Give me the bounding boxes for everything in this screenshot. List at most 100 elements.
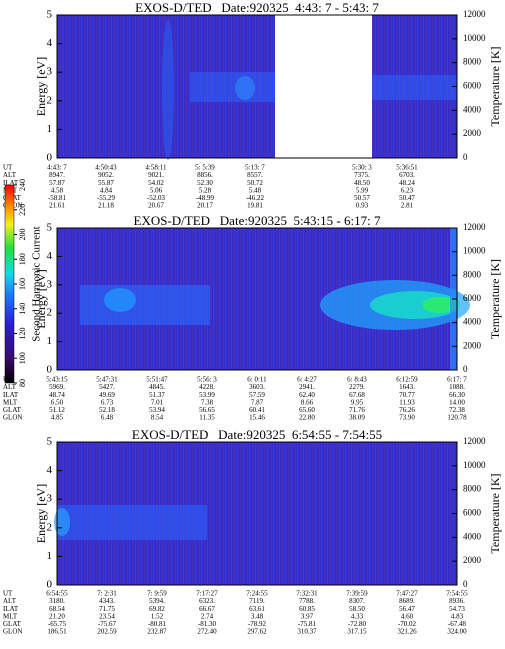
ephemeris-cell: 4.85 bbox=[51, 414, 64, 422]
ephemeris-cell: -75.81 bbox=[298, 620, 317, 628]
ephemeris-cell: 8947. bbox=[49, 171, 65, 179]
ephemeris-cell: -67.48 bbox=[448, 620, 467, 628]
ephemeris-cell: 8.54 bbox=[151, 414, 164, 422]
ephemeris-cell: 5969. bbox=[49, 383, 65, 391]
ephemeris-cell: 8856. bbox=[197, 171, 213, 179]
row-label: UT bbox=[3, 164, 13, 172]
ephemeris-cell: 4343. bbox=[99, 597, 115, 605]
ephemeris-cell: 1643. bbox=[399, 383, 415, 391]
ephemeris-cell: 69.82 bbox=[149, 605, 165, 613]
row-label: MLT bbox=[3, 398, 18, 406]
ephemeris-cell: 4:58:11 bbox=[145, 164, 167, 172]
y2-tick-label: 6000 bbox=[463, 293, 482, 303]
row-label: ALT bbox=[3, 171, 17, 179]
y2-tick-label: 8000 bbox=[463, 57, 482, 67]
ephemeris-cell: 7:39:59 bbox=[346, 590, 368, 598]
colorbar bbox=[4, 184, 15, 384]
y2-tick-label: 4000 bbox=[463, 317, 482, 327]
ephemeris-cell: 11.35 bbox=[199, 414, 215, 422]
ephemeris-cell: 57.87 bbox=[49, 179, 65, 187]
row-label: ILAT bbox=[3, 391, 19, 399]
y-tick-label: 3 bbox=[47, 278, 53, 290]
colorbar-tick-label: 160 bbox=[18, 278, 27, 290]
ephemeris-cell: 6.48 bbox=[101, 414, 114, 422]
y-tick-label: 1 bbox=[47, 123, 53, 135]
ephemeris-cell: 4:43: 7 bbox=[47, 164, 67, 172]
ephemeris-cell: -48.99 bbox=[196, 194, 215, 202]
ephemeris-cell: 324.00 bbox=[447, 628, 467, 636]
y2-tick-label: 0 bbox=[463, 364, 468, 374]
ephemeris-cell: 7375. bbox=[354, 171, 370, 179]
ephemeris-cell: 5427. bbox=[99, 383, 115, 391]
ephemeris-cell: 7: 2:31 bbox=[97, 590, 117, 598]
ephemeris-cell: 7.01 bbox=[151, 398, 164, 406]
row-label: GLAT bbox=[3, 620, 22, 628]
ephemeris-cell: 5: 5:39 bbox=[195, 164, 215, 172]
ephemeris-cell: -46.22 bbox=[246, 194, 265, 202]
ephemeris-cell: 56.47 bbox=[399, 605, 415, 613]
ephemeris-cell: 317.15 bbox=[347, 628, 367, 636]
ephemeris-cell: 6: 8:43 bbox=[347, 376, 367, 384]
y-tick-label: 1 bbox=[47, 550, 53, 562]
ephemeris-cell: 5:47:31 bbox=[96, 376, 118, 384]
ephemeris-cell: 4:50:43 bbox=[95, 164, 117, 172]
colorbar-tick-label: 220 bbox=[18, 204, 27, 216]
ephemeris-cell: -65.75 bbox=[48, 620, 67, 628]
title: EXOS-D/TED Date:920325 4:43: 7 - 5:43: 7 bbox=[135, 0, 379, 15]
y-tick-label: 0 bbox=[47, 152, 53, 164]
ephemeris-cell: 68.54 bbox=[49, 605, 65, 613]
ephemeris-cell: 8307. bbox=[349, 597, 365, 605]
ephemeris-cell: -58.81 bbox=[48, 194, 67, 202]
ephemeris-cell: 62.40 bbox=[299, 391, 315, 399]
y-tick-label: 4 bbox=[47, 250, 53, 262]
ephemeris-cell: 11.93 bbox=[399, 398, 415, 406]
ephemeris-cell: 7:24:55 bbox=[246, 590, 268, 598]
ephemeris-cell: 72.38 bbox=[449, 406, 465, 414]
ephemeris-cell: 8557. bbox=[247, 171, 263, 179]
panel: EXOS-D/TED Date:920325 6:54:55 - 7:54:55… bbox=[3, 427, 502, 636]
colorbar-tick-label: 200 bbox=[18, 229, 27, 241]
ephemeris-cell: 186.51 bbox=[47, 628, 67, 636]
ephemeris-cell: 3603. bbox=[249, 383, 265, 391]
y2-tick-label: 8000 bbox=[463, 484, 482, 494]
y2-tick-label: 12000 bbox=[463, 9, 486, 19]
row-label: GLON bbox=[3, 414, 22, 422]
ephemeris-cell: -75.67 bbox=[98, 620, 117, 628]
row-label: ILAT bbox=[3, 605, 19, 613]
ephemeris-cell: 50.72 bbox=[247, 179, 263, 187]
ephemeris-cell: 50.57 bbox=[354, 194, 370, 202]
colorbar-tick-label: 100 bbox=[18, 352, 27, 364]
ephemeris-cell: 48.50 bbox=[354, 179, 370, 187]
ephemeris-cell: -70.02 bbox=[398, 620, 417, 628]
ephemeris-cell: 7119. bbox=[249, 597, 265, 605]
ephemeris-cell: 6.50 bbox=[51, 398, 64, 406]
ephemeris-cell: -80.81 bbox=[148, 620, 167, 628]
ephemeris-cell: 2279. bbox=[349, 383, 365, 391]
ephemeris-cell: 65.60 bbox=[299, 406, 315, 414]
y-tick-label: 4 bbox=[47, 464, 53, 476]
ephemeris-cell: 60.41 bbox=[249, 406, 265, 414]
ephemeris-cell: 54.73 bbox=[449, 605, 465, 613]
ephemeris-cell: 58.50 bbox=[349, 605, 365, 613]
colorbar-tick-label: 140 bbox=[18, 303, 27, 315]
ephemeris-cell: 51.12 bbox=[49, 406, 65, 414]
bg bbox=[57, 505, 207, 540]
ephemeris-cell: -52.03 bbox=[147, 194, 166, 202]
bg bbox=[422, 297, 458, 313]
y-tick-label: 4 bbox=[47, 37, 53, 49]
colorbar-tick-label: 80 bbox=[18, 379, 27, 387]
ephemeris-cell: 6323. bbox=[199, 597, 215, 605]
ephemeris-cell: 70.77 bbox=[399, 391, 415, 399]
colorbar-tick-label: 120 bbox=[18, 328, 27, 340]
ephemeris-cell: 9.95 bbox=[351, 398, 364, 406]
ephemeris-cell: -55.29 bbox=[97, 194, 116, 202]
bg bbox=[190, 72, 275, 102]
ephemeris-cell: 202.59 bbox=[97, 628, 117, 636]
y2-axis-label: Temperature [K] bbox=[488, 259, 502, 339]
row-label: GLON bbox=[3, 628, 22, 636]
ephemeris-cell: 272.40 bbox=[197, 628, 217, 636]
ephemeris-cell: 66.30 bbox=[449, 391, 465, 399]
ephemeris-cell: 4228. bbox=[199, 383, 215, 391]
ephemeris-cell: 5394. bbox=[149, 597, 165, 605]
ephemeris-cell: 67.68 bbox=[349, 391, 365, 399]
